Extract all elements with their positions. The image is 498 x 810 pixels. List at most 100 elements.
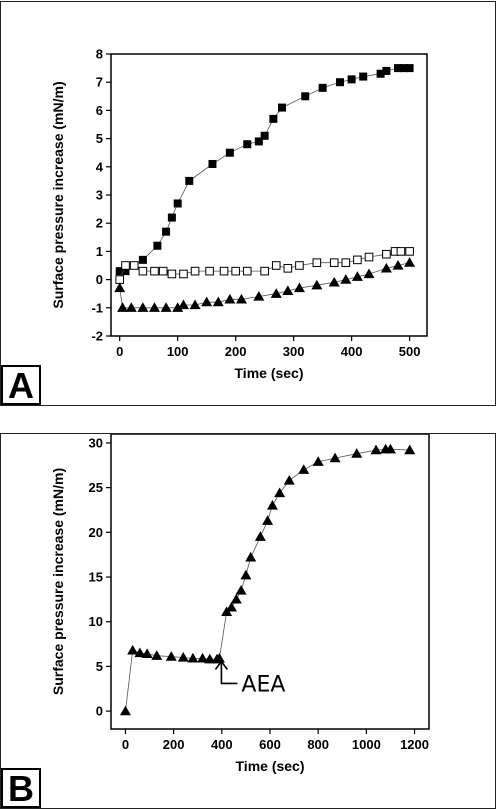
- data-point: [380, 262, 392, 273]
- y-tick-label: 5: [96, 659, 103, 674]
- aea-annotation: AEA: [214, 660, 285, 697]
- data-point: [351, 448, 363, 458]
- data-point: [177, 651, 189, 662]
- data-point: [260, 266, 269, 276]
- data-point: [382, 66, 391, 75]
- y-tick-label: 0: [96, 704, 103, 719]
- data-point: [129, 261, 139, 270]
- data-point: [240, 569, 252, 580]
- data-point: [243, 140, 252, 149]
- data-point: [242, 266, 252, 276]
- y-axis-title: Surface pressure increase (mN/m): [50, 81, 66, 308]
- y-tick-label: 6: [96, 103, 103, 118]
- data-point: [213, 652, 225, 663]
- data-point: [404, 257, 416, 267]
- data-point: [254, 137, 263, 146]
- data-point: [283, 474, 295, 485]
- data-point: [266, 500, 278, 510]
- data-point: [208, 159, 217, 168]
- data-point: [137, 302, 149, 312]
- data-point: [254, 531, 266, 541]
- y-tick-label: 1: [96, 244, 103, 259]
- data-point: [114, 282, 126, 293]
- x-axis-title: Time (sec): [235, 365, 304, 381]
- x-tick-label: 0: [116, 344, 123, 359]
- panel-a: -2 -1 0 1 2 3 4 5 6 7 8 0 100 200 300 400 500 Time (sec) S…: [0, 1, 496, 406]
- data-point: [224, 293, 236, 304]
- x-tick-label: 600: [259, 737, 281, 752]
- data-point: [230, 593, 242, 604]
- data-point: [162, 227, 171, 236]
- data-point: [201, 296, 213, 307]
- data-point: [364, 252, 374, 262]
- y-tick-label: -1: [91, 300, 103, 315]
- data-point: [363, 268, 375, 279]
- data-point: [394, 64, 403, 73]
- data-point: [359, 72, 368, 81]
- aea-arrow: [220, 663, 238, 685]
- y-tick-label: 20: [89, 525, 103, 540]
- data-point: [173, 199, 182, 208]
- data-point: [312, 456, 324, 466]
- aea-label: AEA: [241, 672, 285, 697]
- data-point: [328, 276, 340, 287]
- panel-b: 0 5 10 15 20 25 30 0 200 400 600 800 1000 1200 Time (s…: [0, 433, 496, 809]
- data-point: [212, 296, 224, 307]
- data-point: [225, 601, 237, 612]
- data-point: [165, 651, 177, 661]
- x-tick-label: 200: [225, 344, 247, 359]
- data-point: [340, 274, 352, 284]
- data-point: [204, 653, 216, 664]
- data-point: [318, 83, 327, 92]
- data-point: [119, 705, 131, 716]
- data-point: [341, 258, 351, 267]
- data-point: [347, 75, 356, 84]
- data-point: [153, 241, 162, 250]
- chart-b: 0 5 10 15 20 25 30 0 200 400 600 800 1000 1200 Time (s…: [50, 434, 430, 774]
- panel-label-a: A: [1, 365, 41, 405]
- data-point: [269, 114, 278, 123]
- data-point: [141, 648, 153, 659]
- data-point: [121, 267, 130, 276]
- data-point: [231, 266, 240, 276]
- y-tick-label: 7: [96, 75, 103, 90]
- data-point: [376, 69, 385, 78]
- x-tick-label: 1200: [400, 737, 429, 752]
- data-point: [138, 255, 147, 264]
- x-tick-label: 400: [341, 344, 363, 359]
- data-point: [392, 260, 404, 270]
- y-tick-label: 8: [96, 47, 103, 62]
- data-point: [121, 261, 130, 270]
- data-point: [245, 551, 257, 562]
- y-tick-label: 2: [96, 216, 103, 231]
- data-point: [225, 148, 234, 157]
- data-point: [311, 279, 323, 290]
- y-tick-label: 4: [96, 159, 104, 174]
- data-point: [235, 293, 247, 304]
- y-tick-label: 5: [96, 131, 103, 146]
- data-point: [396, 247, 406, 256]
- data-point: [270, 288, 282, 298]
- data-point: [295, 261, 304, 270]
- data-point: [283, 264, 293, 273]
- x-tick-label: 500: [399, 344, 421, 359]
- data-point: [351, 271, 363, 281]
- data-point: [197, 652, 209, 663]
- data-point: [125, 302, 137, 312]
- data-point: [312, 258, 322, 267]
- data-point: [293, 282, 305, 293]
- data-point: [158, 266, 168, 276]
- data-point: [205, 266, 214, 276]
- data-point: [172, 302, 184, 312]
- chart-a: -2 -1 0 1 2 3 4 5 6 7 8 0 100 200 300 400 500 Time (sec) S…: [50, 47, 428, 381]
- data-point: [127, 644, 139, 655]
- data-point: [399, 64, 408, 73]
- data-point: [138, 266, 148, 276]
- panel-label-b: B: [1, 768, 41, 808]
- plot-frame: [110, 53, 428, 337]
- y-tick-label: -2: [91, 329, 103, 344]
- data-point: [329, 452, 341, 463]
- data-point: [298, 464, 310, 474]
- data-point: [274, 487, 286, 498]
- data-point: [370, 444, 382, 455]
